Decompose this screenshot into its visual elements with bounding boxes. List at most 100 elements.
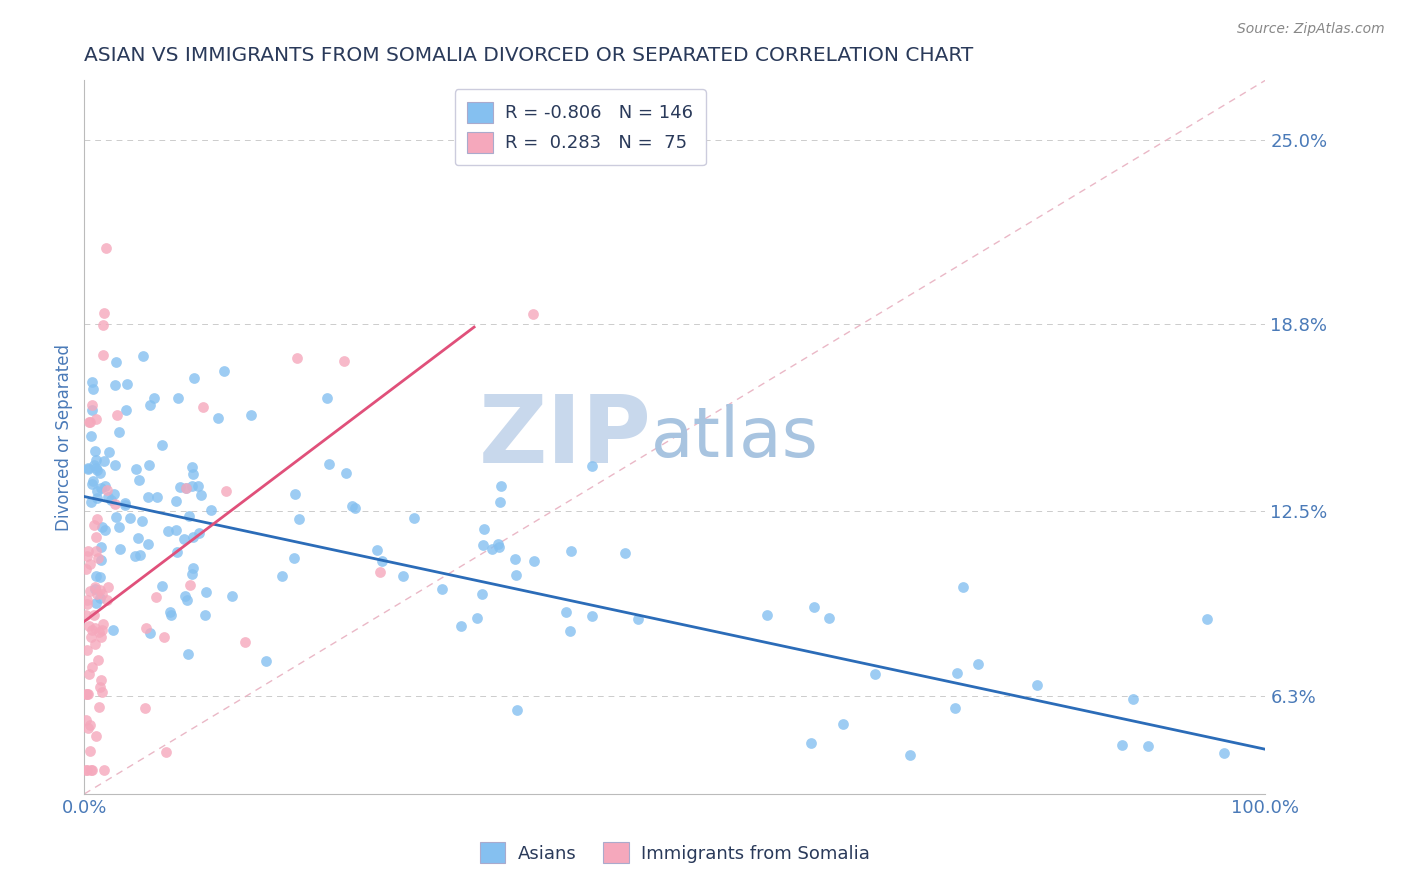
Point: [75, 608, 97, 623]
Point: [900, 747, 922, 762]
Point: [157, 524, 180, 538]
Point: [90, 553, 112, 567]
Point: [181, 479, 204, 493]
Point: [93, 454, 115, 468]
Point: [555, 606, 578, 620]
Point: [558, 624, 581, 639]
Point: [472, 522, 495, 536]
Point: [240, 409, 263, 423]
Point: [103, 487, 125, 501]
Point: [77, 544, 100, 558]
Point: [87, 551, 110, 566]
Point: [80, 403, 103, 417]
Point: [86, 587, 108, 601]
Point: [84, 621, 107, 635]
Point: [803, 599, 825, 614]
Point: [136, 490, 159, 504]
Point: [82, 474, 104, 488]
Point: [103, 623, 125, 637]
Point: [93, 763, 115, 777]
Point: [83, 518, 105, 533]
Point: [75, 687, 97, 701]
Point: [1137, 739, 1160, 754]
Point: [86, 483, 108, 498]
Point: [77, 415, 100, 429]
Point: [215, 483, 238, 498]
Point: [84, 412, 107, 426]
Point: [368, 565, 391, 579]
Point: [84, 596, 107, 610]
Point: [1122, 691, 1144, 706]
Point: [91, 617, 114, 632]
Point: [97, 491, 120, 505]
Point: [371, 554, 394, 568]
Point: [626, 612, 648, 626]
Point: [80, 763, 103, 777]
Point: [107, 425, 129, 439]
Point: [138, 458, 160, 472]
Point: [1111, 738, 1133, 752]
Point: [404, 511, 426, 525]
Point: [75, 713, 97, 727]
Point: [165, 523, 187, 537]
Point: [176, 482, 198, 496]
Point: [207, 411, 229, 425]
Point: [89, 583, 111, 598]
Point: [79, 718, 101, 732]
Point: [79, 744, 101, 758]
Point: [952, 580, 974, 594]
Point: [76, 687, 98, 701]
Point: [159, 605, 181, 619]
Y-axis label: Divorced or Separated: Divorced or Separated: [55, 343, 73, 531]
Point: [488, 540, 510, 554]
Point: [84, 444, 107, 458]
Point: [187, 526, 209, 541]
Point: [129, 548, 152, 562]
Point: [181, 561, 204, 575]
Point: [212, 364, 235, 378]
Point: [1195, 612, 1218, 626]
Point: [82, 375, 104, 389]
Point: [114, 498, 136, 512]
Text: ASIAN VS IMMIGRANTS FROM SOMALIA DIVORCED OR SEPARATED CORRELATION CHART: ASIAN VS IMMIGRANTS FROM SOMALIA DIVORCE…: [84, 45, 973, 65]
Point: [124, 549, 146, 563]
Point: [84, 581, 107, 595]
Point: [80, 624, 103, 638]
Point: [392, 569, 415, 583]
Point: [430, 582, 453, 596]
Point: [104, 378, 127, 392]
Point: [581, 458, 603, 473]
Point: [90, 624, 112, 638]
Point: [86, 491, 108, 506]
Point: [489, 495, 512, 509]
Point: [77, 618, 100, 632]
Point: [108, 520, 131, 534]
Point: [832, 717, 855, 731]
Point: [96, 483, 118, 498]
Point: [486, 537, 509, 551]
Point: [471, 587, 494, 601]
Point: [82, 382, 104, 396]
Point: [76, 642, 98, 657]
Point: [94, 240, 117, 254]
Point: [132, 349, 155, 363]
Point: [105, 408, 128, 422]
Point: [91, 318, 114, 332]
Point: [176, 593, 198, 607]
Point: [150, 438, 173, 452]
Point: [76, 592, 98, 607]
Point: [94, 523, 117, 537]
Point: [76, 763, 98, 777]
Point: [194, 585, 217, 599]
Point: [128, 474, 150, 488]
Point: [84, 460, 107, 475]
Point: [523, 554, 546, 568]
Point: [79, 583, 101, 598]
Point: [115, 376, 138, 391]
Point: [467, 611, 489, 625]
Point: [118, 511, 141, 525]
Point: [756, 608, 779, 623]
Point: [83, 637, 105, 651]
Point: [191, 401, 214, 415]
Point: [114, 496, 136, 510]
